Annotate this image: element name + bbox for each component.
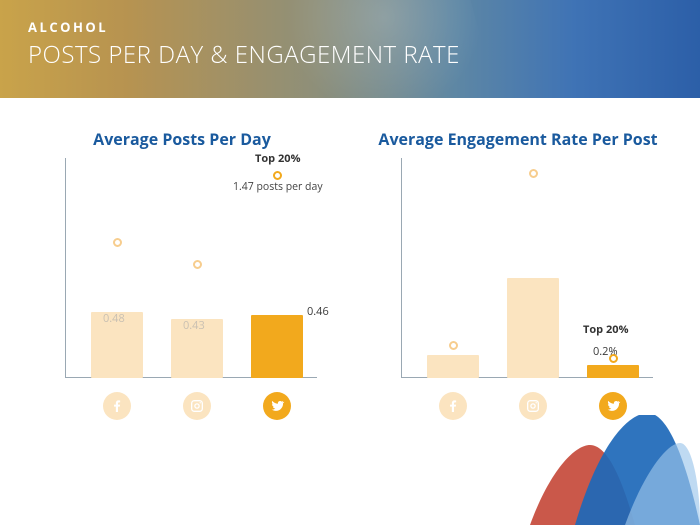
bar-facebook (427, 355, 479, 378)
top20-marker (529, 169, 538, 178)
bar-slot-facebook (421, 158, 485, 378)
top20-marker (609, 354, 618, 363)
header-title: POSTS PER DAY & ENGAGEMENT RATE (28, 38, 460, 71)
instagram-icon (183, 392, 211, 420)
bar-slot-twitter: 0.46Top 20%1.47 posts per day (245, 158, 309, 378)
header-banner: ALCOHOL POSTS PER DAY & ENGAGEMENT RATE (0, 0, 700, 98)
facebook-icon (439, 392, 467, 420)
charts-container: Average Posts Per Day 0.480.430.46Top 20… (0, 98, 700, 398)
chart-left-bars: 0.48 0.43 0.46Top 20%1.47 posts per day (65, 158, 317, 378)
bar-value-label: 0.43 (183, 318, 205, 333)
top20-marker (273, 171, 282, 180)
chart-left-plot: 0.48 0.43 0.46Top 20%1.47 posts per day (47, 158, 317, 398)
header-kicker: ALCOHOL (28, 18, 460, 36)
chart-right-icons (401, 384, 653, 420)
bar-value-label: 0.46 (307, 304, 329, 319)
chart-right-plot: 0.2%Top 20% (383, 158, 653, 398)
header-text: ALCOHOL POSTS PER DAY & ENGAGEMENT RATE (28, 18, 460, 71)
instagram-icon (519, 392, 547, 420)
chart-posts-per-day: Average Posts Per Day 0.480.430.46Top 20… (24, 128, 340, 398)
top20-marker (193, 260, 202, 269)
chart-right-title: Average Engagement Rate Per Post (360, 128, 676, 150)
top20-label: Top 20% (583, 322, 629, 337)
bar-twitter (587, 365, 639, 378)
bar-value-label: 0.48 (103, 311, 125, 326)
bar-twitter (251, 315, 303, 378)
decor-waves (520, 415, 700, 525)
twitter-icon (599, 392, 627, 420)
bar-instagram (507, 278, 559, 378)
chart-left-title: Average Posts Per Day (24, 128, 340, 150)
top20-label: Top 20% (255, 151, 301, 166)
bar-slot-instagram (501, 158, 565, 378)
top20-marker (113, 238, 122, 247)
top20-sublabel: 1.47 posts per day (233, 180, 323, 194)
chart-right-bars: 0.2%Top 20% (401, 158, 653, 378)
bar-slot-instagram: 0.43 (165, 158, 229, 378)
bar-slot-twitter: 0.2%Top 20% (581, 158, 645, 378)
chart-engagement-rate: Average Engagement Rate Per Post 0.2%Top… (360, 128, 676, 398)
facebook-icon (103, 392, 131, 420)
bar-slot-facebook: 0.48 (85, 158, 149, 378)
twitter-icon (263, 392, 291, 420)
top20-marker (449, 341, 458, 350)
chart-left-icons (65, 384, 317, 420)
